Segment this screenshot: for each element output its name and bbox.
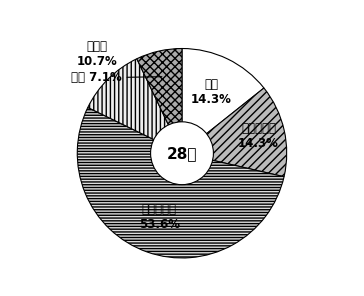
Text: 28人: 28人 — [167, 146, 197, 161]
Text: 正規職員等
14.3%: 正規職員等 14.3% — [238, 122, 279, 150]
Text: 臨時職員等
53.6%: 臨時職員等 53.6% — [139, 203, 180, 231]
Wedge shape — [182, 49, 264, 153]
Text: その他
10.7%: その他 10.7% — [77, 40, 118, 68]
Wedge shape — [77, 107, 284, 258]
Wedge shape — [182, 88, 287, 177]
Circle shape — [151, 122, 213, 185]
Text: 自営
14.3%: 自営 14.3% — [191, 78, 232, 106]
Wedge shape — [137, 49, 182, 153]
Wedge shape — [88, 59, 182, 153]
Text: 内職 7.1%: 内職 7.1% — [71, 71, 162, 84]
